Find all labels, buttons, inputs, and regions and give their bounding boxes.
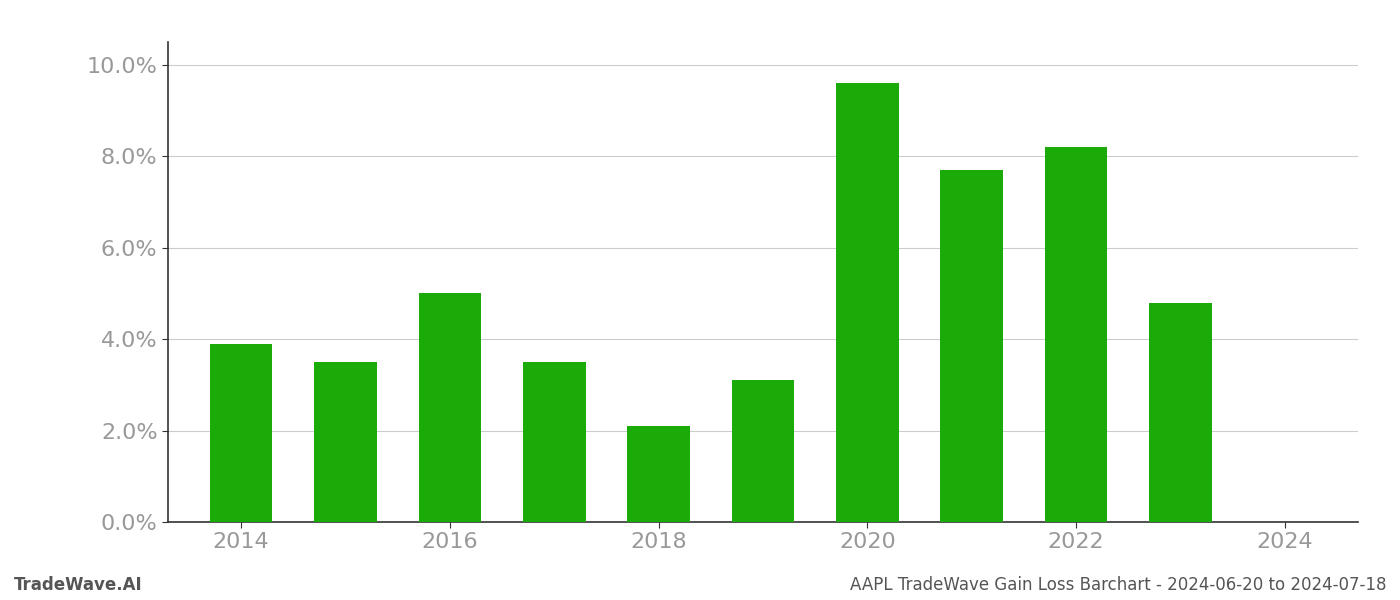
Bar: [314, 362, 377, 522]
Bar: [941, 170, 1002, 522]
Bar: [1044, 147, 1107, 522]
Bar: [419, 293, 482, 522]
Bar: [210, 344, 273, 522]
Text: TradeWave.AI: TradeWave.AI: [14, 576, 143, 594]
Text: AAPL TradeWave Gain Loss Barchart - 2024-06-20 to 2024-07-18: AAPL TradeWave Gain Loss Barchart - 2024…: [850, 576, 1386, 594]
Bar: [524, 362, 585, 522]
Bar: [732, 380, 794, 522]
Bar: [627, 426, 690, 522]
Bar: [836, 83, 899, 522]
Bar: [1149, 302, 1212, 522]
